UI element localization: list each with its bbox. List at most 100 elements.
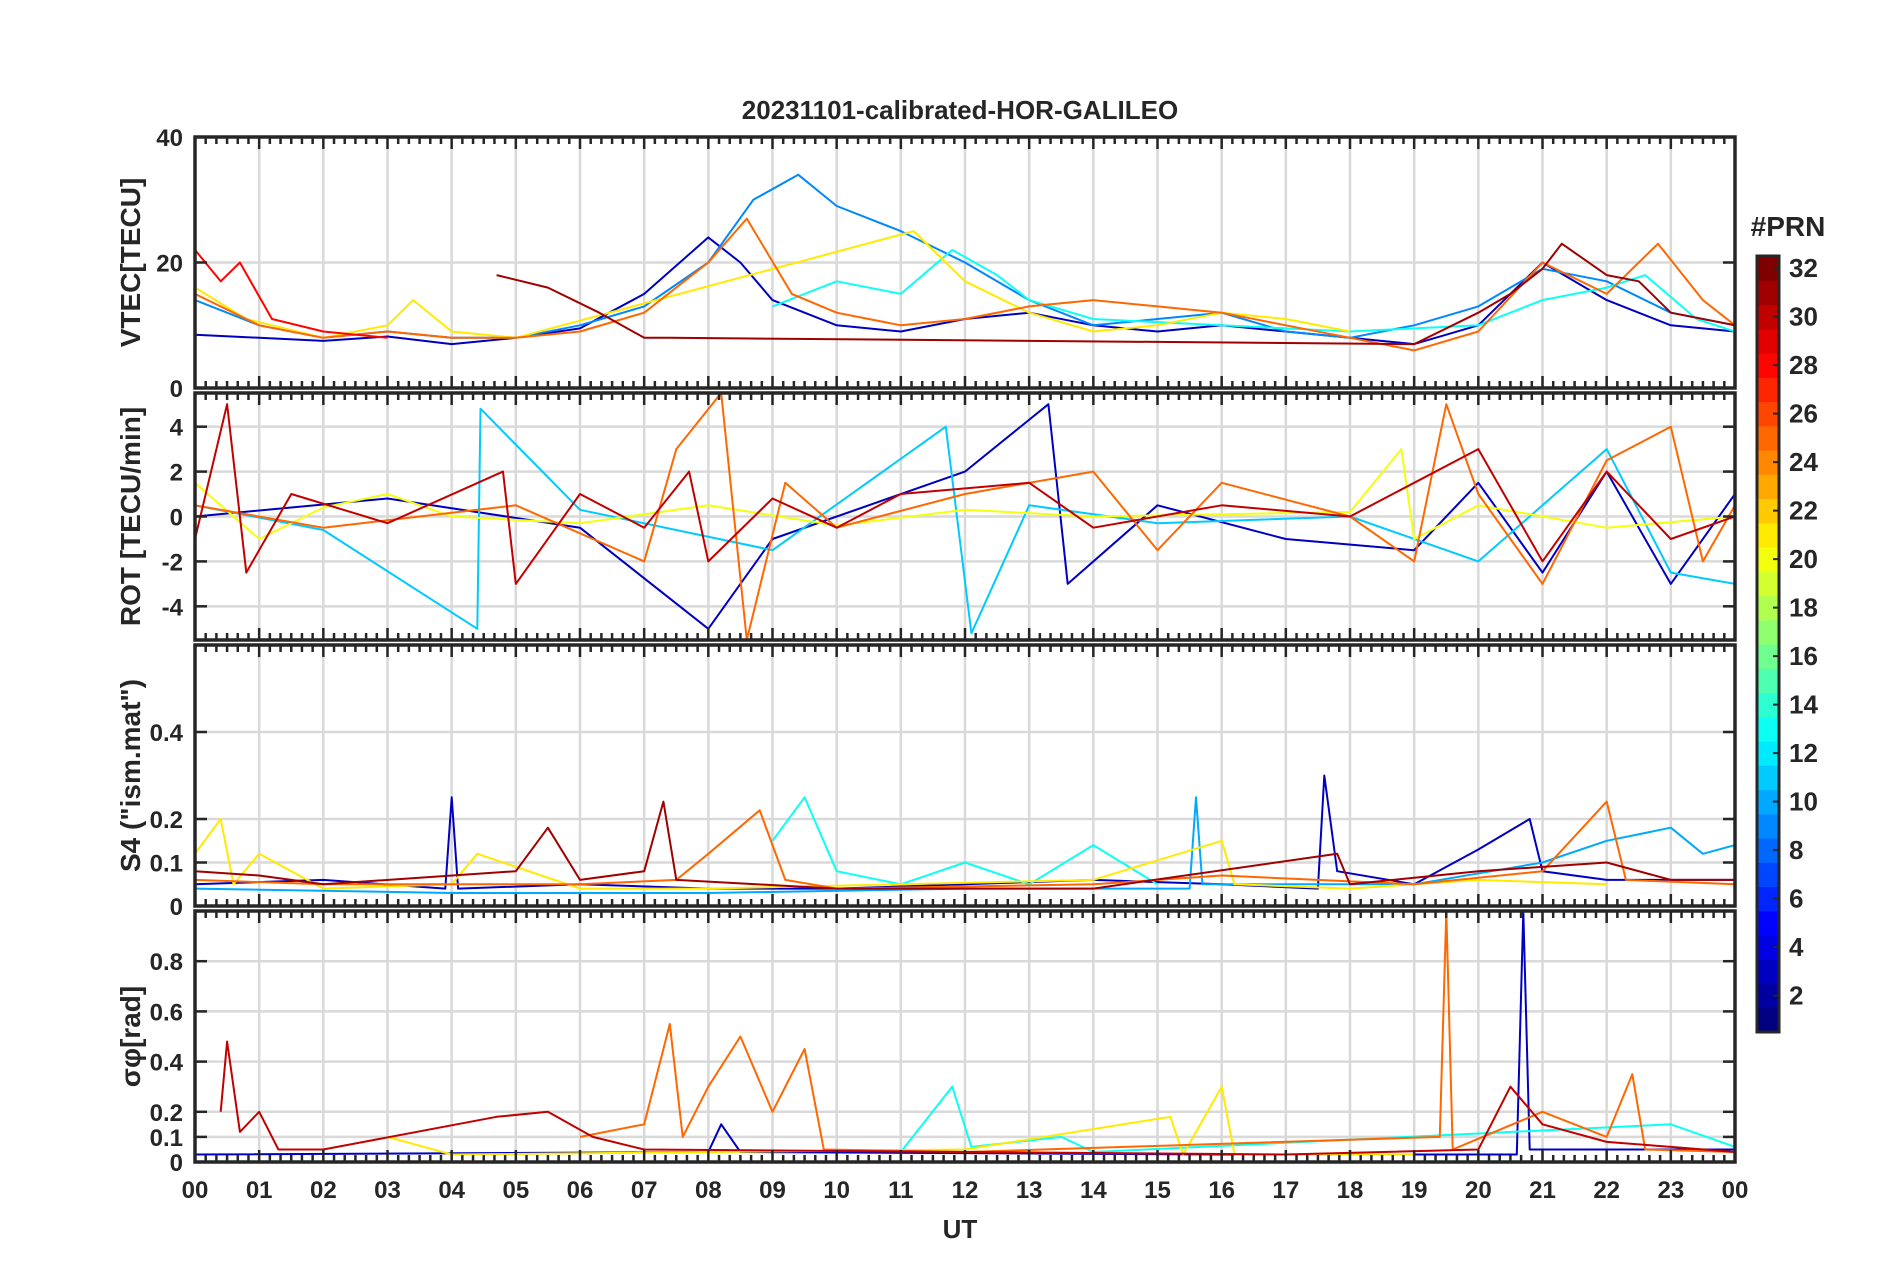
axes-layer <box>193 135 1737 1164</box>
series-prn-11 <box>195 407 1735 635</box>
y-axis-label-vtec: VTEC[TECU] <box>115 178 146 348</box>
series-prn-13 <box>900 1085 1735 1153</box>
y-tick-label: 4 <box>170 415 184 442</box>
colorbar-segment <box>1757 619 1779 645</box>
colorbar-segment <box>1757 571 1779 597</box>
series-prn-31 <box>496 242 1735 346</box>
colorbar-segment <box>1757 595 1779 621</box>
y-tick-label: 0.8 <box>150 949 183 976</box>
series-prn-3 <box>195 236 1735 346</box>
y-tick-label: -4 <box>162 594 184 621</box>
colorbar-segment <box>1757 886 1779 912</box>
x-tick-label: 02 <box>310 1177 337 1204</box>
text-layer: 20231101-calibrated-HOR-GALILEO UT #PRN … <box>115 95 1825 1244</box>
colorbar-frame <box>1755 254 1781 1034</box>
y-axis-label-rot: ROT [TECU/min] <box>115 407 146 626</box>
x-tick-label: 01 <box>246 1177 273 1204</box>
panel-series-s4 <box>195 774 1735 894</box>
colorbar-tick-label: 20 <box>1789 544 1818 574</box>
x-tick-label: 17 <box>1272 1177 1299 1204</box>
colorbar-segment <box>1757 280 1779 306</box>
y-tick-label: 0.6 <box>150 999 183 1026</box>
x-tick-label: 22 <box>1593 1177 1620 1204</box>
colorbar-segment <box>1757 741 1779 766</box>
colorbar-tick-label: 30 <box>1789 302 1818 332</box>
series-prn-30 <box>219 1040 1735 1156</box>
y-tick-label: 0.4 <box>150 720 184 747</box>
colorbar-segment <box>1757 450 1779 475</box>
colorbar-tick-label: 4 <box>1789 932 1804 962</box>
y-tick-label: 0.1 <box>150 1125 183 1152</box>
colorbar-tick-label: 26 <box>1789 399 1818 429</box>
colorbar-tick-label: 2 <box>1789 981 1803 1011</box>
data-layer <box>195 173 1735 1156</box>
colorbar-tick-label: 8 <box>1789 835 1803 865</box>
colorbar-segment <box>1757 765 1779 791</box>
series-prn-20 <box>195 448 1735 540</box>
x-tick-label: 16 <box>1208 1177 1235 1204</box>
colorbar-label: #PRN <box>1751 211 1826 242</box>
y-tick-label: 0.1 <box>150 851 183 878</box>
x-tick-label: 19 <box>1401 1177 1428 1204</box>
y-tick-label: 0.2 <box>150 807 183 834</box>
x-tick-label: 10 <box>823 1177 850 1204</box>
x-tick-label: 04 <box>438 1177 465 1204</box>
colorbar-segment <box>1757 425 1779 451</box>
x-tick-label: 23 <box>1657 1177 1684 1204</box>
x-tick-label: 18 <box>1337 1177 1364 1204</box>
x-tick-label: 06 <box>567 1177 594 1204</box>
colorbar-segment <box>1757 838 1779 863</box>
y-tick-label: 40 <box>156 125 183 152</box>
colorbar-segment <box>1757 692 1779 718</box>
y-tick-label: 0 <box>170 505 183 532</box>
x-tick-label: 14 <box>1080 1177 1107 1204</box>
x-tick-label: 03 <box>374 1177 401 1204</box>
y-tick-label: 0 <box>170 1150 183 1177</box>
colorbar-tick-label: 22 <box>1789 496 1818 526</box>
colorbar-segment <box>1757 910 1779 936</box>
y-tick-label: 0 <box>170 894 183 921</box>
x-tick-label: 08 <box>695 1177 722 1204</box>
colorbar-tick-label: 18 <box>1789 593 1818 623</box>
colorbar-segment <box>1757 401 1779 427</box>
colorbar-tick-label: 28 <box>1789 350 1818 380</box>
series-prn-10 <box>195 796 1735 894</box>
x-tick-label: 07 <box>631 1177 658 1204</box>
y-tick-label: 0.4 <box>150 1050 184 1077</box>
colorbar-tick-label: 32 <box>1789 253 1818 283</box>
colorbar-segment <box>1757 862 1779 888</box>
series-prn-30 <box>195 403 1735 585</box>
colorbar-segment <box>1757 498 1779 524</box>
series-prn-3 <box>195 774 1735 890</box>
colorbar-tick-label: 10 <box>1789 787 1818 817</box>
colorbar-segment <box>1757 716 1779 742</box>
colorbar-segment <box>1757 935 1779 960</box>
colorbar-tick-label: 24 <box>1789 447 1818 477</box>
colorbar-segment <box>1757 644 1779 669</box>
colorbar-segment <box>1757 522 1779 548</box>
x-tick-label: 11 <box>888 1177 913 1204</box>
series-prn-31 <box>195 800 1735 890</box>
colorbar-segment <box>1757 959 1779 985</box>
series-prn-28 <box>195 249 388 339</box>
colorbar-segment <box>1757 813 1779 839</box>
x-tick-label: 00 <box>1722 1177 1749 1204</box>
y-axis-label-sigma: σφ[rad] <box>115 986 146 1087</box>
x-tick-label: 05 <box>502 1177 529 1204</box>
colorbar-segment <box>1757 474 1779 500</box>
colorbar-segment <box>1757 1007 1779 1033</box>
colorbar-tick-label: 6 <box>1789 884 1803 914</box>
panel-series-vtec <box>195 173 1735 352</box>
series-prn-21 <box>195 818 1607 890</box>
series-prn-25 <box>195 393 1735 640</box>
y-tick-label: 20 <box>156 251 183 278</box>
x-tick-label: 13 <box>1016 1177 1043 1204</box>
panel-series-rot <box>195 393 1735 640</box>
y-tick-label: 0.2 <box>150 1100 183 1127</box>
colorbar-segment <box>1757 328 1779 354</box>
y-tick-label: -2 <box>162 549 183 576</box>
y-tick-label: 0 <box>170 376 183 403</box>
